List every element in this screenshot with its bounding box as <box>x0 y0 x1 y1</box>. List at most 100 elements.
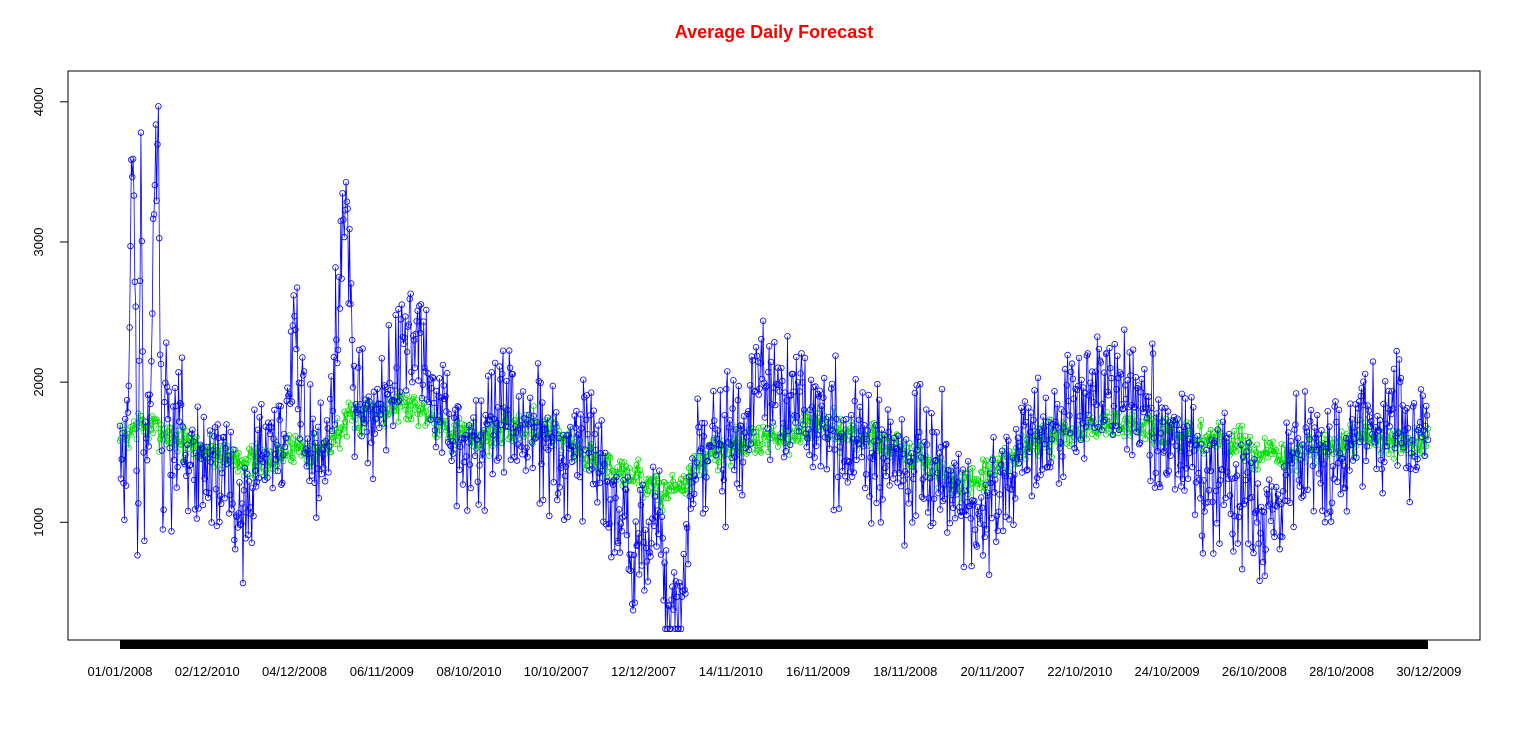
data-point <box>540 496 547 504</box>
data-point <box>1401 427 1408 434</box>
data-point <box>153 197 160 204</box>
data-point <box>1265 502 1272 509</box>
data-point <box>281 443 289 450</box>
data-point <box>637 501 645 509</box>
data-point <box>588 440 595 447</box>
data-point <box>1280 463 1288 470</box>
data-point <box>1075 354 1083 362</box>
data-point <box>162 379 169 387</box>
data-point <box>842 416 850 423</box>
data-point <box>1059 429 1066 436</box>
data-point <box>1406 498 1413 506</box>
data-point <box>786 451 793 458</box>
data-point <box>844 432 851 439</box>
data-point <box>1332 398 1339 405</box>
data-point <box>1089 385 1097 392</box>
data-point <box>1385 387 1392 395</box>
data-point <box>576 473 584 481</box>
data-point <box>1397 374 1405 382</box>
data-point <box>1073 448 1080 455</box>
data-point <box>1198 532 1206 539</box>
data-point <box>1334 459 1342 467</box>
data-point <box>183 441 191 448</box>
data-point <box>690 500 697 508</box>
data-point <box>975 477 982 484</box>
data-point <box>139 348 146 355</box>
data-point <box>362 405 370 412</box>
data-point <box>1361 370 1369 378</box>
data-point <box>564 513 571 521</box>
data-point <box>804 435 811 442</box>
data-point <box>623 531 631 539</box>
data-point <box>430 375 437 382</box>
data-point <box>205 489 213 497</box>
data-point <box>488 440 495 447</box>
data-point <box>1052 418 1059 425</box>
data-point <box>588 465 596 473</box>
data-point <box>1253 448 1260 455</box>
data-point <box>912 450 919 457</box>
data-point <box>1085 411 1092 419</box>
data-point <box>870 438 878 445</box>
data-point <box>1423 412 1431 419</box>
data-point <box>836 443 844 450</box>
data-point <box>1182 395 1189 402</box>
data-point <box>1017 443 1024 450</box>
data-point <box>849 436 857 443</box>
data-point <box>1399 402 1406 409</box>
data-point <box>1414 455 1421 463</box>
data-point <box>499 370 506 378</box>
data-point <box>1114 352 1121 359</box>
data-point <box>1114 413 1121 420</box>
data-point <box>338 275 345 282</box>
data-point <box>1176 426 1183 434</box>
data-point <box>1355 398 1363 405</box>
data-point <box>719 466 727 473</box>
data-point <box>349 384 357 391</box>
data-point <box>530 412 537 420</box>
data-point <box>1265 454 1272 461</box>
data-point <box>882 472 890 480</box>
data-point <box>660 597 667 604</box>
data-point <box>875 396 883 404</box>
data-point <box>182 451 189 459</box>
data-point <box>132 426 139 433</box>
data-point <box>772 401 779 409</box>
data-point <box>1292 421 1299 428</box>
data-point <box>1260 450 1267 457</box>
data-point <box>687 462 694 469</box>
data-point <box>697 445 705 452</box>
data-point <box>1232 461 1240 468</box>
data-point <box>240 472 247 479</box>
data-point <box>859 389 866 396</box>
data-point <box>1175 471 1182 478</box>
data-point <box>348 401 355 408</box>
data-point <box>471 452 479 459</box>
data-point <box>1060 408 1068 415</box>
data-point <box>1238 435 1245 442</box>
data-point <box>294 444 301 451</box>
data-point <box>1276 546 1283 553</box>
data-point <box>236 479 243 486</box>
data-point <box>868 520 875 527</box>
data-point <box>978 504 986 511</box>
data-point <box>533 434 540 441</box>
x-tick-label: 14/11/2010 <box>699 664 763 679</box>
data-point <box>1056 445 1063 452</box>
data-point <box>1197 441 1205 448</box>
data-point <box>999 447 1006 454</box>
data-point <box>970 501 977 509</box>
data-point <box>499 439 506 446</box>
data-point <box>408 416 415 423</box>
data-point <box>1097 359 1104 366</box>
data-point <box>1273 446 1280 453</box>
data-point <box>442 393 449 400</box>
data-point <box>360 416 367 423</box>
data-point <box>820 394 827 401</box>
data-point <box>1201 508 1208 515</box>
data-point <box>1132 374 1139 381</box>
data-point <box>314 465 321 472</box>
data-point <box>346 225 353 233</box>
data-point <box>928 410 935 417</box>
data-point <box>559 462 566 469</box>
